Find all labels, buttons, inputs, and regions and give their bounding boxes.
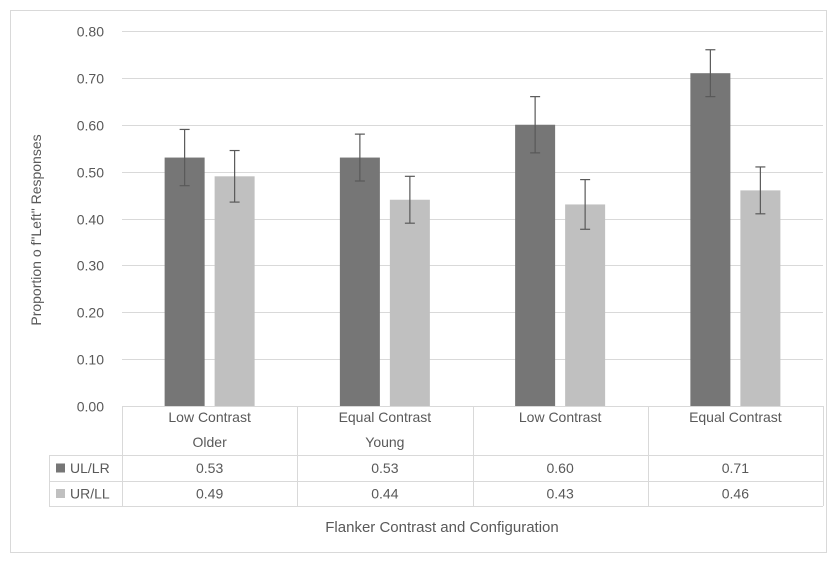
y-tick-label: 0.40 bbox=[77, 212, 104, 228]
category-label: Equal Contrast bbox=[689, 409, 782, 425]
bar-ul-lr bbox=[339, 157, 380, 406]
category-sublabel: Young bbox=[365, 434, 404, 450]
bar-ul-lr bbox=[690, 73, 731, 406]
bar-ur-ll bbox=[214, 176, 255, 406]
y-tick-label: 0.50 bbox=[77, 165, 104, 181]
y-tick-label: 0.10 bbox=[77, 352, 104, 368]
y-tick-label: 0.20 bbox=[77, 305, 104, 321]
data-table: Low Contrast Older Equal Contrast Young Low … bbox=[49, 406, 824, 507]
data-table-value: 0.53 bbox=[371, 460, 398, 476]
y-axis-title: Proportion o f"Left" Responses bbox=[28, 134, 44, 325]
data-table-value: 0.60 bbox=[547, 460, 574, 476]
y-tick-label: 0.80 bbox=[77, 24, 104, 40]
category-label: Low Contrast bbox=[519, 409, 602, 425]
chart-border bbox=[10, 10, 827, 553]
y-tick-label: 0.70 bbox=[77, 71, 104, 87]
legend-label: UL/LR bbox=[70, 460, 110, 476]
legend-label: UR/LL bbox=[70, 486, 110, 502]
bar-ul-lr bbox=[515, 124, 556, 406]
error-bars bbox=[179, 49, 766, 230]
data-table-value: 0.46 bbox=[722, 486, 749, 502]
data-table-value: 0.49 bbox=[196, 486, 223, 502]
bar-ur-ll bbox=[565, 204, 606, 406]
data-table-value: 0.43 bbox=[547, 486, 574, 502]
data-table-value: 0.53 bbox=[196, 460, 223, 476]
bar-ur-ll bbox=[740, 190, 781, 406]
y-tick-label: 0.30 bbox=[77, 258, 104, 274]
data-table-value: 0.71 bbox=[722, 460, 749, 476]
data-table-value: 0.44 bbox=[371, 486, 398, 502]
bar-ul-lr bbox=[164, 157, 205, 406]
y-tick-label: 0.60 bbox=[77, 118, 104, 134]
category-label: Equal Contrast bbox=[339, 409, 432, 425]
bars bbox=[164, 73, 781, 406]
y-axis-tick-labels: 0.00 0.10 0.20 0.30 0.40 0.50 0.60 0.70 0.80 bbox=[77, 24, 104, 415]
category-label: Low Contrast bbox=[168, 409, 251, 425]
y-tick-label: 0.00 bbox=[77, 399, 104, 415]
bar-ur-ll bbox=[389, 199, 430, 406]
x-axis-title: Flanker Contrast and Configuration bbox=[325, 519, 558, 536]
legend-swatch bbox=[56, 489, 65, 498]
category-sublabel: Older bbox=[193, 434, 228, 450]
legend-swatch bbox=[56, 463, 65, 473]
